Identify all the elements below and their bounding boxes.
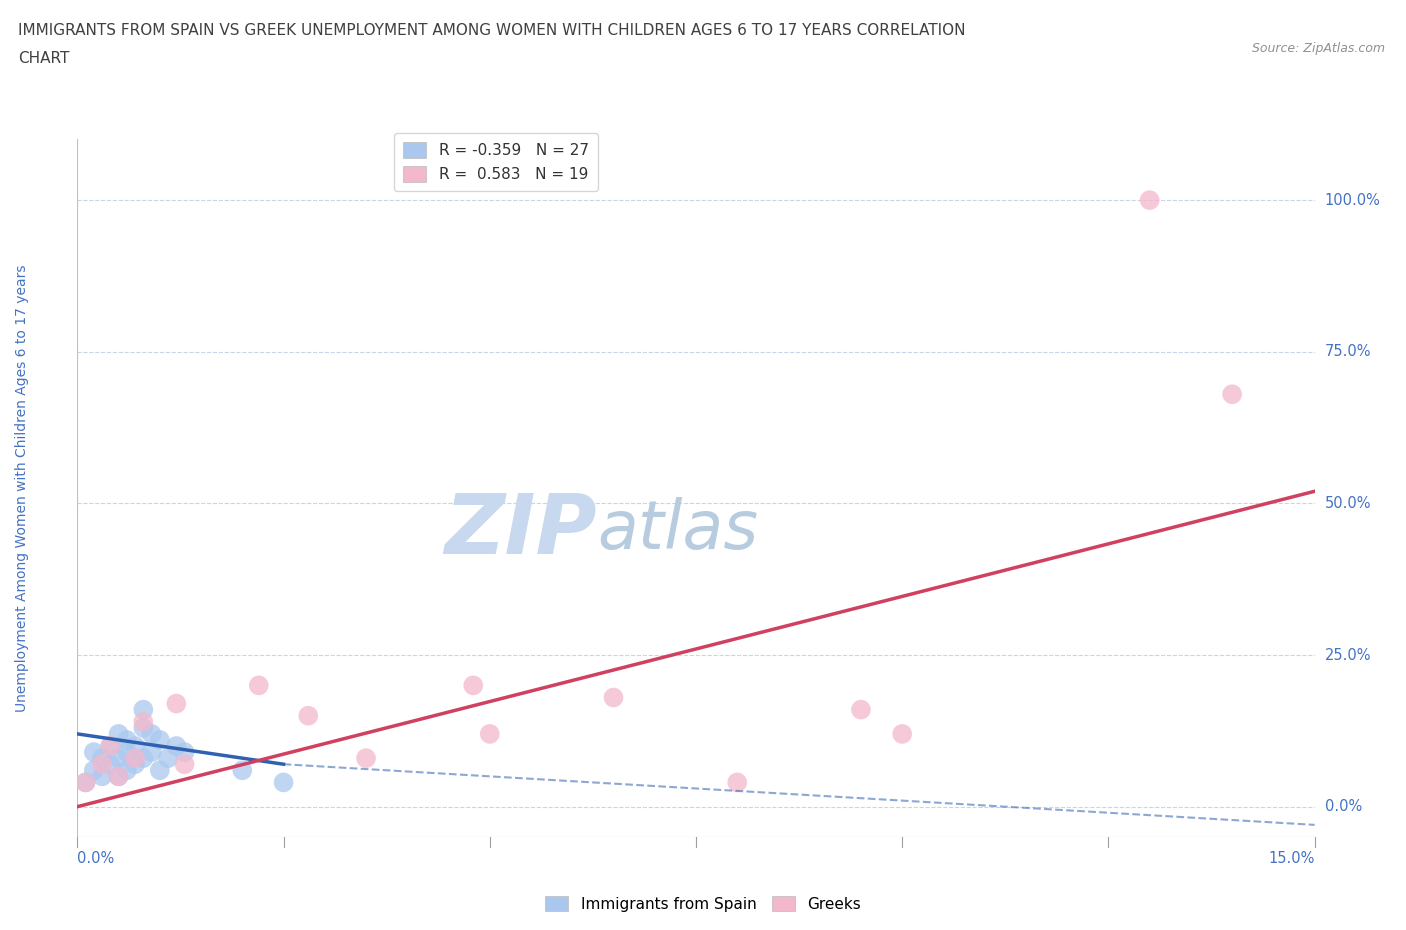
Point — [107, 769, 129, 784]
Point — [149, 733, 172, 748]
Point — [231, 763, 253, 777]
Point — [124, 738, 146, 753]
Text: 75.0%: 75.0% — [1324, 344, 1371, 359]
Point — [107, 751, 129, 765]
Point — [83, 745, 105, 760]
Point — [297, 709, 319, 724]
Point — [115, 745, 138, 760]
Point — [463, 678, 485, 693]
Text: CHART: CHART — [18, 51, 70, 66]
Point — [141, 726, 163, 741]
Text: 0.0%: 0.0% — [1324, 799, 1362, 814]
Text: Source: ZipAtlas.com: Source: ZipAtlas.com — [1251, 42, 1385, 55]
Text: IMMIGRANTS FROM SPAIN VS GREEK UNEMPLOYMENT AMONG WOMEN WITH CHILDREN AGES 6 TO : IMMIGRANTS FROM SPAIN VS GREEK UNEMPLOYM… — [18, 23, 966, 38]
Point — [107, 726, 129, 741]
Point — [1139, 193, 1161, 207]
Text: ZIP: ZIP — [444, 489, 598, 571]
Point — [132, 714, 155, 729]
Text: Unemployment Among Women with Children Ages 6 to 17 years: Unemployment Among Women with Children A… — [14, 264, 28, 712]
Point — [173, 745, 195, 760]
Legend: R = -0.359   N = 27, R =  0.583   N = 19: R = -0.359 N = 27, R = 0.583 N = 19 — [394, 133, 598, 192]
Point — [478, 726, 501, 741]
Point — [141, 745, 163, 760]
Text: 25.0%: 25.0% — [1324, 647, 1371, 662]
Point — [354, 751, 377, 765]
Point — [124, 757, 146, 772]
Point — [1220, 387, 1243, 402]
Point — [98, 757, 121, 772]
Point — [132, 721, 155, 736]
Point — [115, 733, 138, 748]
Point — [98, 738, 121, 753]
Point — [849, 702, 872, 717]
Point — [132, 751, 155, 765]
Point — [725, 775, 748, 790]
Point — [124, 751, 146, 765]
Point — [602, 690, 624, 705]
Point — [107, 769, 129, 784]
Text: 50.0%: 50.0% — [1324, 496, 1371, 511]
Text: atlas: atlas — [598, 498, 758, 563]
Point — [91, 751, 114, 765]
Legend: Immigrants from Spain, Greeks: Immigrants from Spain, Greeks — [540, 889, 866, 918]
Point — [75, 775, 97, 790]
Point — [157, 751, 180, 765]
Text: 100.0%: 100.0% — [1324, 193, 1381, 207]
Point — [165, 697, 187, 711]
Point — [83, 763, 105, 777]
Point — [75, 775, 97, 790]
Point — [115, 763, 138, 777]
Point — [165, 738, 187, 753]
Point — [149, 763, 172, 777]
Point — [98, 738, 121, 753]
Point — [173, 757, 195, 772]
Point — [273, 775, 295, 790]
Point — [91, 757, 114, 772]
Point — [132, 702, 155, 717]
Point — [91, 769, 114, 784]
Point — [247, 678, 270, 693]
Text: 0.0%: 0.0% — [77, 851, 114, 866]
Point — [891, 726, 914, 741]
Text: 15.0%: 15.0% — [1268, 851, 1315, 866]
